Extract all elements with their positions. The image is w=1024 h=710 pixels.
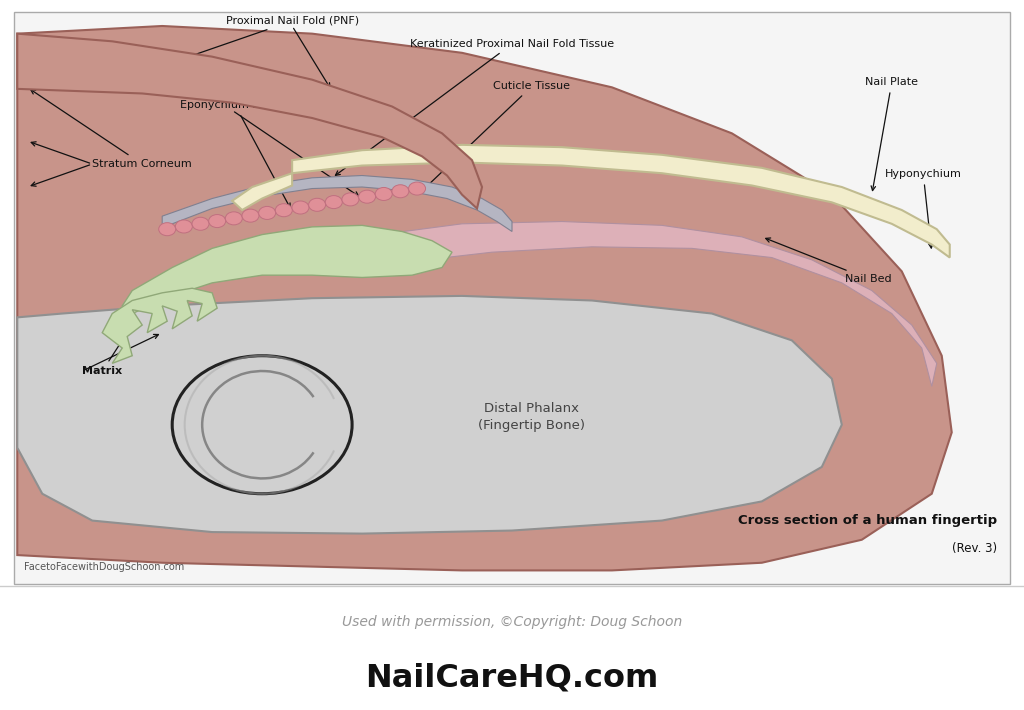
Circle shape — [175, 220, 193, 233]
Polygon shape — [362, 222, 937, 386]
Text: Matrix: Matrix — [82, 329, 130, 376]
Text: Keratinized Proximal Nail Fold Tissue: Keratinized Proximal Nail Fold Tissue — [336, 39, 614, 175]
Text: Proximal Nail Fold (PNF): Proximal Nail Fold (PNF) — [166, 16, 358, 65]
Text: Stratum Corneum: Stratum Corneum — [31, 89, 191, 169]
Circle shape — [342, 193, 359, 206]
Circle shape — [358, 190, 376, 203]
Circle shape — [308, 198, 326, 212]
Polygon shape — [17, 33, 482, 209]
Circle shape — [209, 214, 225, 228]
Text: Distal Phalanx
(Fingertip Bone): Distal Phalanx (Fingertip Bone) — [478, 402, 586, 432]
Text: NailCareHQ.com: NailCareHQ.com — [366, 663, 658, 694]
Text: Hyponychium: Hyponychium — [885, 170, 962, 248]
Polygon shape — [17, 26, 951, 570]
Text: Cuticle Tissue: Cuticle Tissue — [425, 81, 570, 188]
Circle shape — [409, 182, 426, 195]
Polygon shape — [232, 145, 949, 258]
Polygon shape — [162, 175, 512, 233]
Circle shape — [225, 212, 243, 225]
Circle shape — [375, 187, 392, 200]
Text: Used with permission, ©Copyright: Doug Schoon: Used with permission, ©Copyright: Doug S… — [342, 615, 682, 628]
Polygon shape — [17, 296, 842, 534]
Text: Stem Cells in the
Eponychium Layer: Stem Cells in the Eponychium Layer — [180, 89, 290, 208]
Polygon shape — [102, 288, 217, 364]
Circle shape — [193, 217, 209, 230]
Polygon shape — [122, 225, 452, 314]
Circle shape — [242, 209, 259, 222]
Circle shape — [326, 195, 342, 209]
Text: Cross section of a human fingertip: Cross section of a human fingertip — [737, 514, 996, 527]
Text: (Rev. 3): (Rev. 3) — [951, 542, 996, 555]
Circle shape — [292, 201, 309, 214]
Text: FacetoFacewithDougSchoon.com: FacetoFacewithDougSchoon.com — [25, 562, 184, 572]
Circle shape — [392, 185, 409, 198]
FancyBboxPatch shape — [14, 12, 1010, 584]
Circle shape — [275, 204, 292, 217]
Circle shape — [259, 207, 275, 219]
Text: Nail Bed: Nail Bed — [766, 238, 892, 284]
Text: Nail Plate: Nail Plate — [865, 77, 919, 190]
Circle shape — [159, 223, 176, 236]
